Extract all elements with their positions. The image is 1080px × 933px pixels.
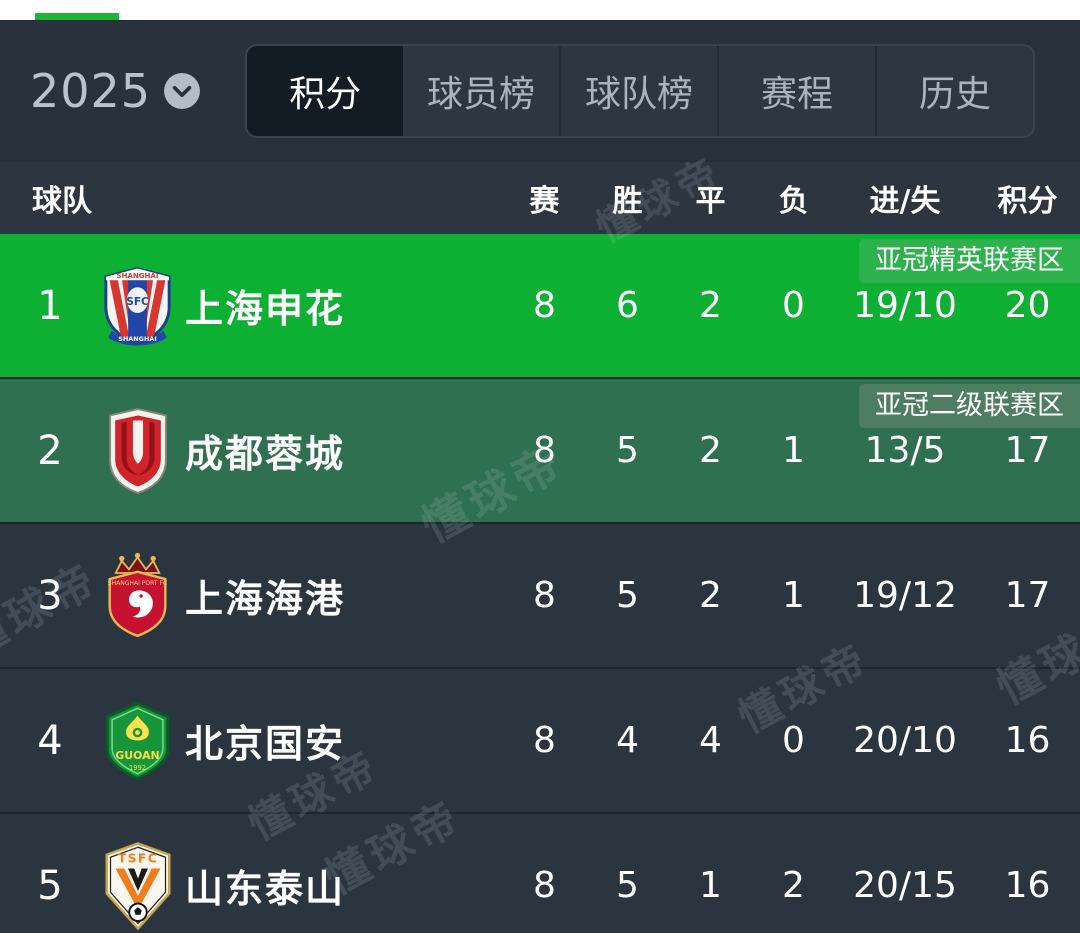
team-name: 上海申花 bbox=[185, 287, 346, 331]
stat-lost: 0 bbox=[782, 285, 805, 326]
stat-drawn: 2 bbox=[699, 285, 722, 326]
promotion-badge: 亚冠二级联赛区 bbox=[859, 384, 1080, 428]
table-row[interactable]: 3 SHANGHAI PORT FC 上海海港 8 5 2 1 19/12 17 bbox=[0, 524, 1080, 667]
tab-bar: 积分 球员榜 球队榜 赛程 历史 bbox=[245, 43, 1035, 138]
team-name: 北京国安 bbox=[185, 722, 346, 766]
stat-won: 6 bbox=[616, 285, 639, 326]
top-strip bbox=[0, 0, 1080, 20]
promotion-badge: 亚冠精英联赛区 bbox=[859, 239, 1080, 283]
table-row[interactable]: 5 TSFC 山东泰山 8 5 1 2 20/15 16 bbox=[0, 814, 1080, 933]
column-goals: 进/失 bbox=[869, 184, 941, 219]
table-row[interactable]: 亚冠二级联赛区 2 成都蓉城 8 5 2 1 13/5 17 bbox=[0, 379, 1080, 522]
stat-goals: 13/5 bbox=[864, 430, 946, 471]
stat-played: 8 bbox=[533, 430, 556, 471]
column-won: 胜 bbox=[612, 184, 643, 219]
column-drawn: 平 bbox=[695, 184, 726, 219]
column-played: 赛 bbox=[529, 184, 560, 219]
svg-text:TSFC: TSFC bbox=[117, 850, 157, 865]
stat-points: 17 bbox=[1004, 575, 1051, 616]
svg-text:SHANGHAI PORT FC: SHANGHAI PORT FC bbox=[108, 580, 167, 587]
column-points: 积分 bbox=[997, 184, 1058, 219]
stat-played: 8 bbox=[533, 720, 556, 761]
rank-label: 2 bbox=[37, 427, 63, 474]
stat-drawn: 4 bbox=[699, 720, 722, 761]
chevron-down-icon bbox=[163, 72, 201, 110]
active-tab-indicator bbox=[35, 13, 119, 20]
tab-points[interactable]: 积分 bbox=[247, 45, 404, 136]
table-row[interactable]: 4 GUOAN 1992 北京国安 8 4 4 0 20/10 16 bbox=[0, 669, 1080, 812]
stat-lost: 1 bbox=[782, 575, 805, 616]
stat-drawn: 2 bbox=[699, 430, 722, 471]
stat-points: 16 bbox=[1004, 720, 1051, 761]
season-selector[interactable]: 2025 bbox=[30, 64, 201, 118]
stat-goals: 20/15 bbox=[853, 865, 957, 906]
team-logo-shandong-taishan-icon: TSFC bbox=[100, 841, 175, 931]
stat-played: 8 bbox=[533, 285, 556, 326]
team-logo-shanghai-shenhua-icon: SHANGHAI SFC SHANGHAI bbox=[100, 262, 175, 350]
tab-schedule[interactable]: 赛程 bbox=[717, 45, 876, 136]
season-label: 2025 bbox=[30, 63, 152, 118]
stat-won: 5 bbox=[616, 865, 639, 906]
table-header-row: 球队 赛 胜 平 负 进/失 积分 bbox=[0, 160, 1080, 234]
tab-players[interactable]: 球员榜 bbox=[403, 45, 560, 136]
stat-lost: 0 bbox=[782, 720, 805, 761]
svg-text:1992: 1992 bbox=[129, 764, 146, 772]
stat-goals: 19/12 bbox=[853, 575, 957, 616]
rank-label: 3 bbox=[37, 572, 63, 619]
team-name: 上海海港 bbox=[185, 577, 346, 621]
stat-won: 5 bbox=[616, 575, 639, 616]
column-lost: 负 bbox=[778, 184, 809, 219]
stat-lost: 1 bbox=[782, 430, 805, 471]
stat-lost: 2 bbox=[782, 865, 805, 906]
tab-teams[interactable]: 球队榜 bbox=[559, 45, 718, 136]
team-name: 成都蓉城 bbox=[185, 432, 346, 476]
stat-drawn: 1 bbox=[699, 865, 722, 906]
rank-label: 4 bbox=[37, 717, 63, 764]
stat-drawn: 2 bbox=[699, 575, 722, 616]
stat-points: 17 bbox=[1004, 430, 1051, 471]
header-bar: 2025 积分 球员榜 球队榜 赛程 历史 bbox=[0, 20, 1080, 160]
column-team: 球队 bbox=[32, 184, 92, 219]
stat-won: 5 bbox=[616, 430, 639, 471]
team-logo-shanghai-port-icon: SHANGHAI PORT FC bbox=[100, 551, 175, 641]
stat-won: 4 bbox=[616, 720, 639, 761]
rank-label: 1 bbox=[37, 282, 63, 329]
svg-text:SHANGHAI: SHANGHAI bbox=[117, 270, 159, 279]
stat-played: 8 bbox=[533, 865, 556, 906]
stat-points: 20 bbox=[1004, 285, 1051, 326]
team-logo-chengdu-rongcheng-icon bbox=[100, 406, 175, 496]
svg-text:SFC: SFC bbox=[126, 295, 149, 307]
tab-history[interactable]: 历史 bbox=[875, 45, 1033, 136]
stat-goals: 20/10 bbox=[853, 720, 957, 761]
stat-goals: 19/10 bbox=[853, 285, 957, 326]
stat-points: 16 bbox=[1004, 865, 1051, 906]
svg-text:SHANGHAI: SHANGHAI bbox=[118, 335, 156, 343]
team-name: 山东泰山 bbox=[185, 867, 346, 911]
rank-label: 5 bbox=[37, 862, 63, 909]
table-row[interactable]: 亚冠精英联赛区 1 SHANGHAI SFC SHANGHAI bbox=[0, 234, 1080, 377]
stat-played: 8 bbox=[533, 575, 556, 616]
svg-text:GUOAN: GUOAN bbox=[115, 749, 159, 762]
team-logo-beijing-guoan-icon: GUOAN 1992 bbox=[100, 698, 175, 784]
